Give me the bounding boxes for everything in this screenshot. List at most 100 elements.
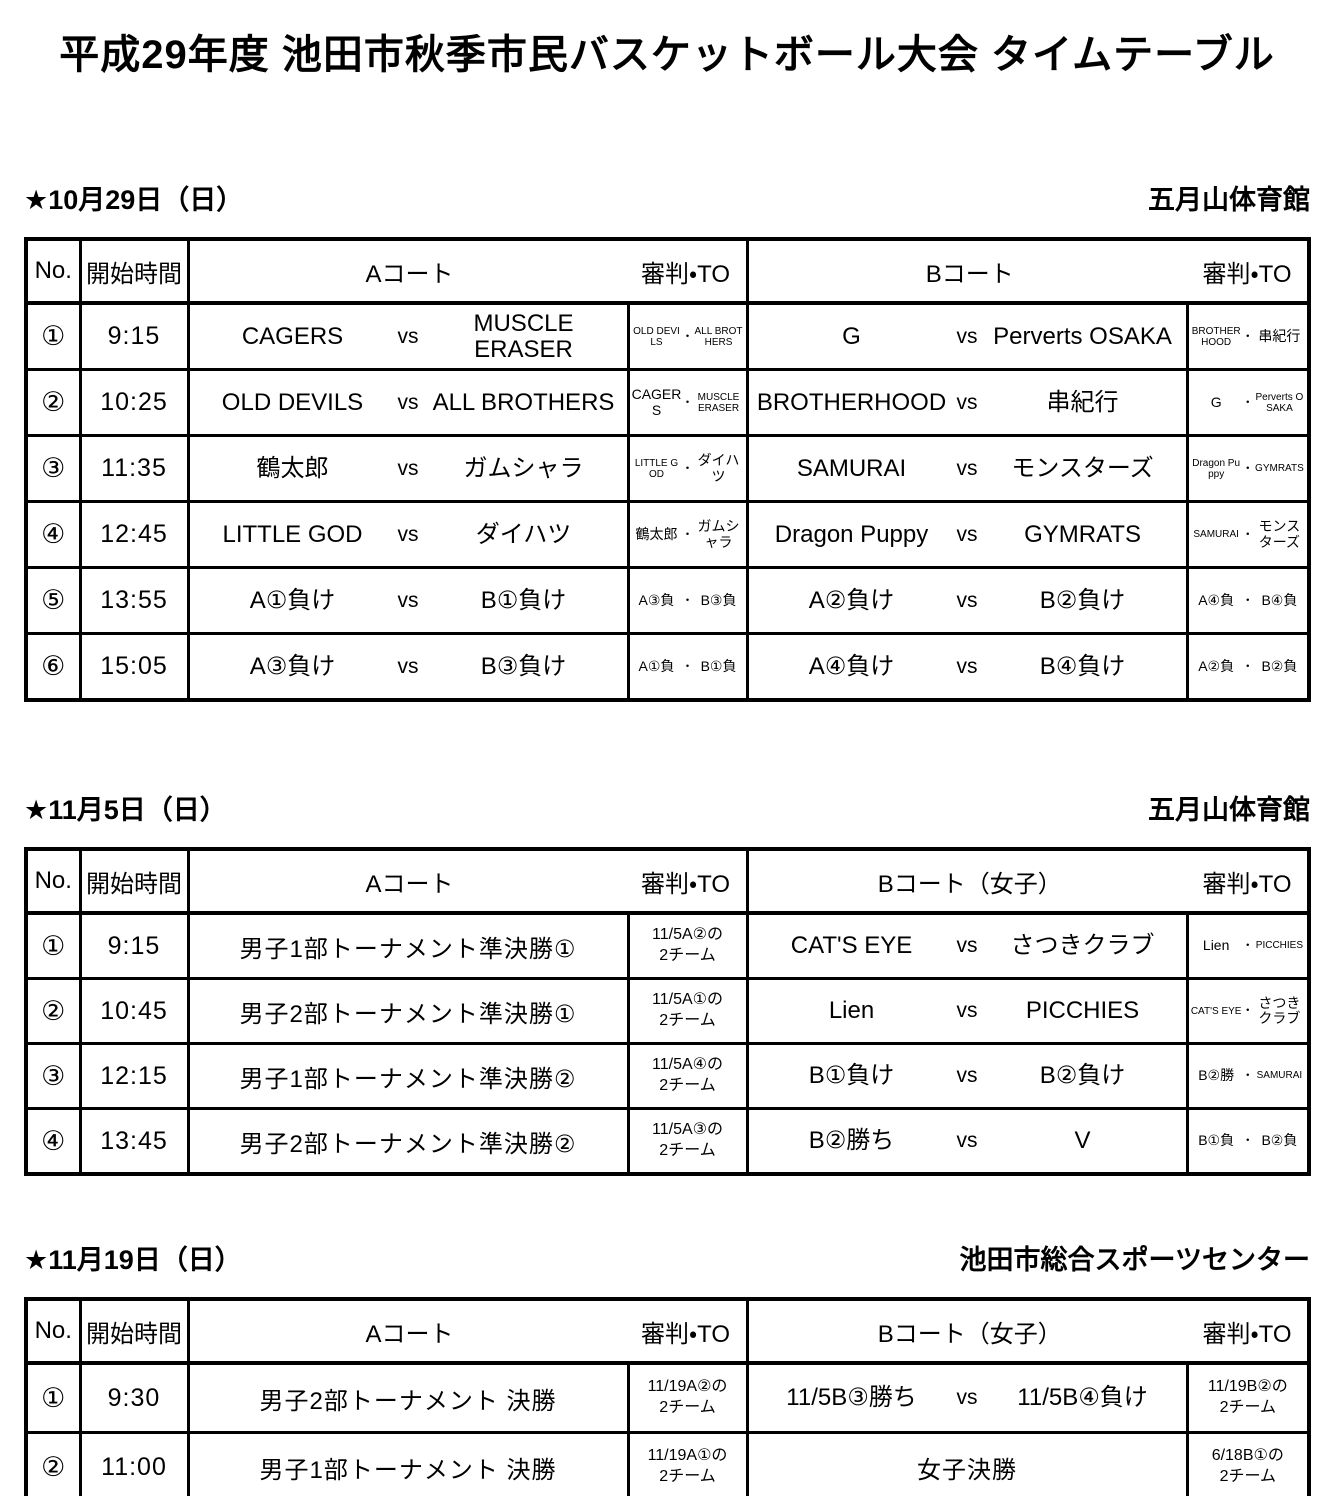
row-number: ② (24, 977, 82, 1045)
referee-note: 11/5A③の 2チーム (632, 1120, 744, 1162)
table-row: ② 11:00 男子1部トーナメント 決勝 11/19A①の 2チーム 女子決勝 6/18B… (24, 1431, 1311, 1496)
match-cell-b: B②勝ち vs V (745, 1107, 1189, 1176)
section-venue: 池田市総合スポーツセンター (959, 1245, 1310, 1275)
match: BROTHERHOOD vs 串紀行 (751, 390, 1184, 415)
match-cell-b: Lien vs PICCHIES (745, 977, 1189, 1045)
referee-separator: ・ (1241, 1003, 1254, 1018)
team-name-away: B④負け (1039, 652, 1126, 680)
referee-line: 11/19A②の (647, 1378, 728, 1396)
merged-header-a: Aコート 審判・TO (192, 1314, 744, 1349)
header-row: No. 開始時間 Aコート 審判・TO Bコート（女子） 審判・TO (24, 1297, 1311, 1365)
table-head: No. 開始時間 Aコート 審判・TO Bコート（女子） 審判・TO (24, 847, 1311, 915)
referee-separator: ・ (1241, 1133, 1254, 1148)
table-body: ① 9:15 CAGERS vs MUSCLE ERASER OLD DEVILS ・ ALL… (24, 301, 1311, 702)
table-row: ④ 12:45 LITTLE GOD vs ダイハツ 鶴太郎・ガムシャラ Dragon Pu… (24, 500, 1311, 569)
referee-line: 2チーム (659, 1077, 716, 1094)
match-title: 男子1部トーナメント 決勝 (259, 1456, 557, 1484)
court-a-label: Aコート (365, 1320, 454, 1348)
section-header: ★11月5日（日） 五月山体育館 (24, 788, 1310, 827)
referee-name: B②負 (1261, 1132, 1298, 1149)
referee-name: A④負 (1198, 591, 1235, 608)
match: 鶴太郎 vs ガムシャラ (192, 456, 625, 481)
team-name-home: CAT'S EYE (790, 932, 913, 960)
section-header: ★10月29日（日） 五月山体育館 (24, 178, 1310, 217)
referee-name: Dragon Puppy (1192, 457, 1241, 480)
match-title: 男子1部トーナメント準決勝① (239, 935, 577, 963)
merged-header-b: Bコート（女子） 審判・TO (751, 864, 1306, 899)
referee-note: 11/19A②の 2チーム (632, 1377, 744, 1419)
court-b-label: Bコート (925, 260, 1014, 288)
match-cell-a: CAGERS vs MUSCLE ERASER (186, 301, 630, 371)
referee-separator: ・ (1241, 328, 1254, 343)
match: CAGERS vs MUSCLE ERASER (192, 310, 625, 363)
team-name-away: GYMRATS (1024, 520, 1141, 548)
referee-b-label: 審判・TO (1202, 870, 1292, 898)
team-name-home: A④負け (808, 652, 895, 680)
referee-separator: ・ (681, 658, 694, 673)
match: B②勝ち vs V (751, 1128, 1184, 1153)
match-title: 男子2部トーナメント準決勝① (239, 1000, 577, 1028)
section-venue: 五月山体育館 (1148, 185, 1310, 215)
table-row: ② 10:45 男子2部トーナメント準決勝① 11/5A①の 2チーム Lien vs PIC… (24, 977, 1311, 1045)
schedule-table: No. 開始時間 Aコート 審判・TO Bコート（女子） 審判・TO ① 9:30 男子2部トー… (24, 1297, 1312, 1496)
referee-cell-a: 11/19A②の 2チーム (626, 1361, 749, 1434)
referee-separator: ・ (1241, 938, 1254, 953)
referee-name: PICCHIES (1255, 940, 1304, 952)
referee-note: 11/5A②の 2チーム (632, 925, 744, 967)
referee-name: Lien (1202, 937, 1230, 954)
merged-header-a: Aコート 審判・TO (192, 864, 744, 899)
section-date: ★11月5日（日） (24, 795, 227, 825)
referee-separator: ・ (1241, 1068, 1254, 1083)
match: A④負け vs B④負け (751, 654, 1184, 679)
row-number: ① (24, 301, 82, 371)
referee-name: A③負 (638, 591, 675, 608)
schedule-section: ★11月19日（日） 池田市総合スポーツセンター No. 開始時間 Aコート 審判・TO B… (24, 1238, 1312, 1496)
start-time: 9:30 (78, 1361, 190, 1434)
section-venue: 五月山体育館 (1148, 795, 1310, 825)
referee-pair: A④負・ B④負 (1191, 591, 1306, 608)
column-header-court-b: Bコート（女子） 審判・TO (745, 1297, 1311, 1365)
column-header-no: No. (24, 237, 82, 305)
referee-name: B②負 (1261, 657, 1298, 674)
table-row: ⑥ 15:05 A③負け vs B③負け A①負・ B①負 A④負け vs B④負け A②負・ B②負 (24, 632, 1311, 702)
referee-cell-b: B①負・ B②負 (1185, 1107, 1311, 1176)
team-name-away: MUSCLE ERASER (473, 310, 574, 363)
team-name-home: B②勝ち (808, 1127, 895, 1155)
match-cell-b: CAT'S EYE vs さつきクラブ (745, 911, 1189, 980)
row-number: ② (24, 1431, 82, 1496)
referee-line: 2チーム (659, 947, 716, 964)
vs-label: vs (397, 588, 419, 612)
referee-pair: A③負・ B③負 (632, 591, 744, 608)
table-row: ② 10:25 OLD DEVILS vs ALL BROTHERS CAGERS ・ MUS… (24, 368, 1311, 437)
referee-line: 11/5A③の (652, 1121, 723, 1139)
team-name-home: BROTHERHOOD (756, 388, 947, 416)
vs-label: vs (956, 1386, 978, 1409)
referee-cell-a: A③負・ B③負 (626, 566, 749, 635)
column-header-court-b: Bコート（女子） 審判・TO (745, 847, 1311, 915)
vs-label: vs (956, 934, 978, 957)
team-name-home: 11/5B③勝ち (786, 1384, 917, 1412)
match: SAMURAI vs モンスターズ (751, 456, 1184, 481)
referee-note: 11/5A①の 2チーム (632, 990, 744, 1032)
referee-pair: Lien ・ PICCHIES (1191, 937, 1306, 954)
referee-cell-a: 11/5A①の 2チーム (626, 977, 749, 1045)
sections-container: ★10月29日（日） 五月山体育館 No. 開始時間 Aコート 審判・TO Bコート 審判・T… (0, 178, 1334, 1496)
court-a-label: Aコート (365, 870, 454, 898)
column-header-court-a: Aコート 審判・TO (186, 237, 749, 305)
match-cell-b: BROTHERHOOD vs 串紀行 (745, 368, 1189, 437)
match-cell-b: 女子決勝 (745, 1431, 1189, 1496)
referee-name: ガムシャラ (697, 518, 740, 550)
match-cell-a: 男子2部トーナメント 決勝 (186, 1361, 630, 1434)
referee-cell-b: SAMURAI ・モンスターズ (1185, 500, 1311, 569)
referee-pair: Dragon Puppy ・ GYMRATS (1191, 458, 1306, 480)
team-name-away: B①負け (480, 586, 567, 614)
referee-cell-a: A①負・ B①負 (626, 632, 749, 702)
referee-name: CAT'S EYE (1190, 1005, 1242, 1017)
referee-cell-a: CAGERS ・ MUSCLE ERASER (626, 368, 749, 437)
match: OLD DEVILS vs ALL BROTHERS (192, 390, 625, 415)
referee-separator: ・ (681, 394, 694, 409)
team-name-home: 鶴太郎 (256, 454, 329, 482)
team-name-home: A②負け (808, 586, 895, 614)
referee-line: 6/18B①の (1211, 1447, 1284, 1465)
